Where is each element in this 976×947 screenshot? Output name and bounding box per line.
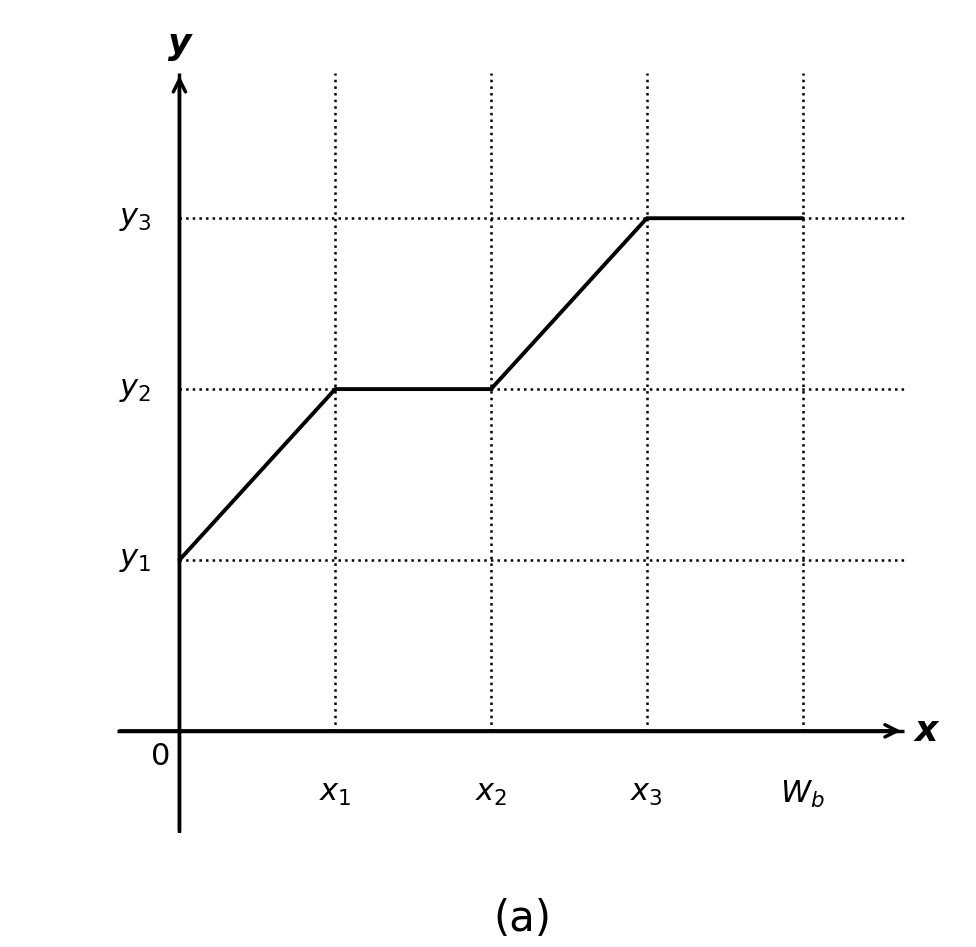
Text: x: x bbox=[915, 714, 938, 748]
Text: $y_2$: $y_2$ bbox=[119, 375, 151, 403]
Text: $W_b$: $W_b$ bbox=[780, 778, 825, 810]
Text: 0: 0 bbox=[151, 742, 171, 771]
Text: y: y bbox=[168, 27, 191, 61]
Text: $x_3$: $x_3$ bbox=[630, 778, 663, 808]
Text: $x_2$: $x_2$ bbox=[475, 778, 508, 808]
Text: (a): (a) bbox=[493, 898, 551, 939]
Text: $y_3$: $y_3$ bbox=[119, 204, 151, 233]
Text: $x_1$: $x_1$ bbox=[319, 778, 351, 808]
Text: $y_1$: $y_1$ bbox=[119, 545, 151, 575]
